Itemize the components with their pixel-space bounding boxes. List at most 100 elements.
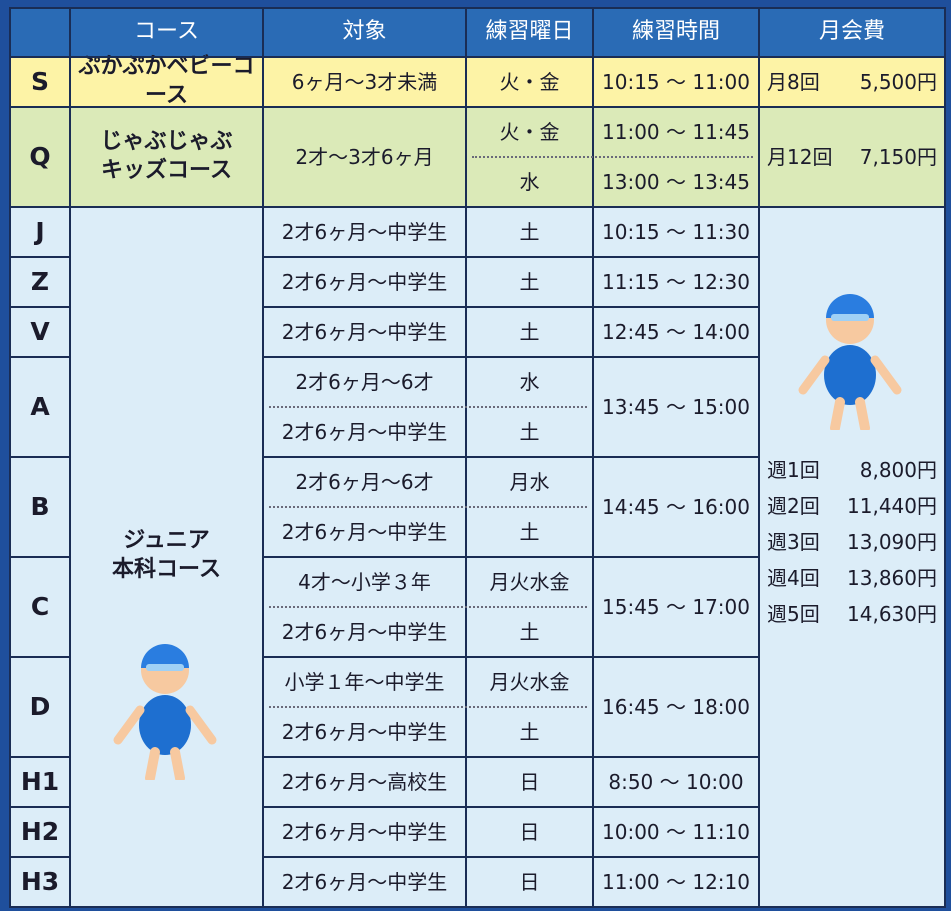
target — [262, 306, 467, 358]
course-code: Q — [9, 106, 71, 208]
header-cell: 練習時間 — [592, 7, 760, 58]
course-name: じゃぶじゃぶ キッズコース — [69, 106, 264, 208]
course-code: D — [9, 656, 71, 758]
time: 10:15 〜 11:30 — [592, 206, 760, 258]
target — [262, 806, 467, 858]
fee-plan: 月12回 — [767, 145, 833, 169]
target-text: 2才6ヶ月〜6才 — [295, 470, 434, 494]
time-text: 12:45 〜 14:00 — [602, 320, 750, 344]
course-code-text: H3 — [20, 866, 60, 896]
fee-price: 13,090円 — [847, 530, 937, 554]
days: 土 — [466, 257, 593, 307]
time: 16:45 〜 18:00 — [592, 656, 760, 758]
days-text: 日 — [519, 770, 540, 794]
target-text: 2才6ヶ月〜中学生 — [281, 870, 448, 894]
target-text: 2才6ヶ月〜中学生 — [281, 220, 448, 244]
swimmer-illustration — [113, 644, 217, 780]
days-text: 火・金 — [499, 120, 560, 144]
course-code: C — [9, 556, 71, 658]
fee-price: 14,630円 — [847, 602, 937, 626]
course-code: H1 — [9, 756, 71, 808]
header-cell-text: 対象 — [342, 19, 387, 45]
days: 日 — [466, 757, 593, 807]
course-code-text: C — [30, 591, 50, 621]
days: 土 — [466, 307, 593, 357]
days-text: 日 — [519, 870, 540, 894]
course-code: V — [9, 306, 71, 358]
fee-plan: 週2回 — [767, 494, 820, 518]
days — [465, 256, 594, 308]
target-text: 2才6ヶ月〜中学生 — [281, 270, 448, 294]
time-text: 13:00 〜 13:45 — [602, 170, 750, 194]
monthly-fee: 月12回 7,150円 — [758, 106, 946, 208]
target-text: 2才6ヶ月〜中学生 — [281, 720, 448, 744]
course-code-text: Z — [30, 266, 50, 296]
target-text: 4才〜小学３年 — [298, 570, 431, 594]
target: 2才6ヶ月〜高校生 — [263, 757, 466, 807]
days: 土 — [466, 707, 593, 757]
course-code: B — [9, 456, 71, 558]
fee-plan: 週3回 — [767, 530, 820, 554]
course-code-text: V — [30, 316, 50, 346]
fee-price: 8,800円 — [859, 458, 937, 482]
course-code: H3 — [9, 856, 71, 908]
time: 13:00 〜 13:45 — [593, 157, 759, 207]
header-cell-text: 月会費 — [818, 19, 885, 45]
target: 2才6ヶ月〜中学生 — [263, 307, 466, 357]
days — [465, 806, 594, 858]
course-code-text: B — [30, 491, 50, 521]
days-text: 土 — [519, 220, 540, 244]
header-cell — [9, 7, 71, 58]
fee-plan: 週5回 — [767, 602, 820, 626]
dotted-separator — [269, 406, 587, 408]
days: 火・金 — [465, 56, 594, 108]
header-cell-text: 練習時間 — [631, 19, 720, 45]
course-code-text: A — [30, 391, 50, 421]
target: 2才〜3才6ヶ月 — [262, 106, 467, 208]
dotted-separator — [269, 706, 587, 708]
fee-plan: 月8回 — [767, 70, 820, 94]
time: 14:45 〜 16:00 — [592, 456, 760, 558]
header-cell: 対象 — [262, 7, 467, 58]
days-text: 土 — [519, 720, 540, 744]
fee-price: 11,440円 — [847, 494, 937, 518]
days: 土 — [466, 507, 593, 557]
target-text: 2才6ヶ月〜高校生 — [281, 770, 448, 794]
days-text: 水 — [519, 170, 540, 194]
target: 2才6ヶ月〜中学生 — [263, 607, 466, 657]
target-text: 2才6ヶ月〜中学生 — [281, 820, 448, 844]
target-text: 2才〜3才6ヶ月 — [295, 145, 434, 169]
course-code-text: H1 — [20, 766, 60, 796]
time-text: 10:15 〜 11:00 — [602, 70, 750, 94]
target-text: 2才6ヶ月〜中学生 — [281, 420, 448, 444]
target-text: 2才6ヶ月〜中学生 — [281, 520, 448, 544]
days: 日 — [466, 857, 593, 907]
time-text: 10:15 〜 11:30 — [602, 220, 750, 244]
target: 2才6ヶ月〜中学生 — [263, 257, 466, 307]
course-name-text: ぷかぷかベビーコース — [78, 54, 255, 108]
days: 月水 — [466, 457, 593, 507]
time-text: 14:45 〜 16:00 — [602, 495, 750, 519]
dotted-separator — [472, 156, 753, 158]
time: 8:50 〜 10:00 — [592, 756, 760, 808]
days: 火・金 — [466, 107, 593, 157]
target-text: 6ヶ月〜3才未満 — [291, 70, 438, 94]
course-code-text: D — [29, 691, 51, 721]
course-code: Z — [9, 256, 71, 308]
days: 土 — [466, 407, 593, 457]
fee-price: 13,860円 — [847, 566, 937, 590]
course-name-text: キッズコース — [101, 158, 232, 183]
days-text: 水 — [519, 370, 540, 394]
monthly-fee: 週1回 8,800円 週2回 11,440円 週3回 13,090円 週4回 13,860円週… — [758, 206, 946, 908]
course-code-text: H2 — [20, 816, 60, 846]
time: 15:45 〜 17:00 — [592, 556, 760, 658]
course-code: S — [9, 56, 71, 108]
course-code: H2 — [9, 806, 71, 858]
course-name-text: じゃぶじゃぶ — [100, 129, 233, 155]
time: 11:00 〜 12:10 — [592, 856, 760, 908]
time: 13:45 〜 15:00 — [592, 356, 760, 458]
days-text: 土 — [519, 620, 540, 644]
days-text: 土 — [519, 420, 540, 444]
target — [262, 206, 467, 258]
days-text: 月火水金 — [489, 670, 570, 694]
